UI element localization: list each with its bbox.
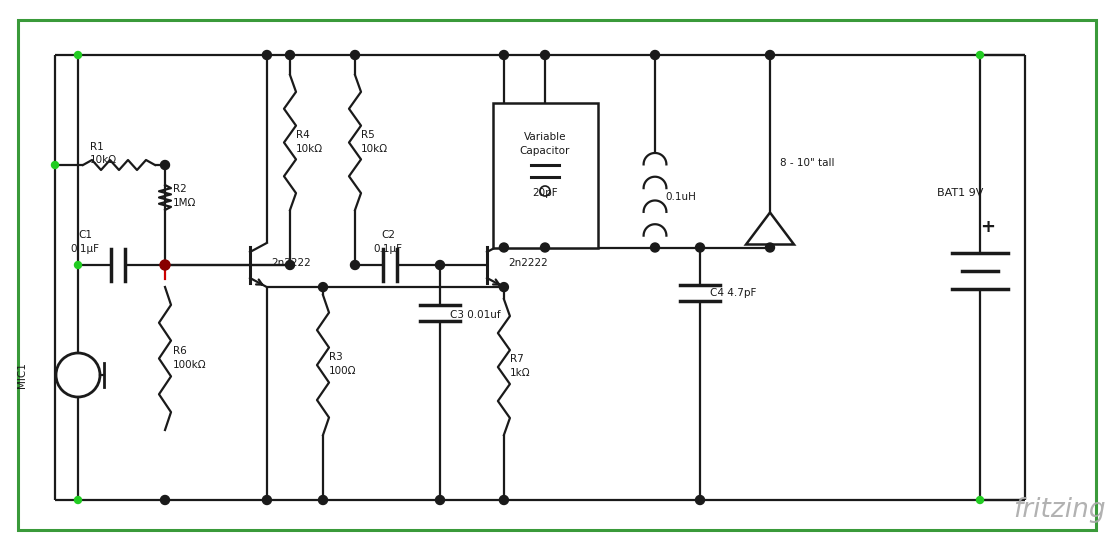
- Circle shape: [162, 261, 168, 269]
- Circle shape: [436, 260, 444, 269]
- Text: R2: R2: [173, 184, 187, 194]
- Circle shape: [766, 52, 773, 59]
- Text: 0.1μF: 0.1μF: [70, 244, 99, 254]
- Text: C4 4.7pF: C4 4.7pF: [710, 288, 756, 297]
- Circle shape: [320, 284, 326, 291]
- Circle shape: [436, 495, 444, 505]
- Circle shape: [285, 260, 294, 269]
- Circle shape: [765, 243, 774, 252]
- Text: 10kΩ: 10kΩ: [296, 143, 323, 153]
- Circle shape: [263, 52, 271, 59]
- Text: 1MΩ: 1MΩ: [173, 198, 196, 208]
- Circle shape: [263, 50, 272, 59]
- Circle shape: [160, 260, 170, 270]
- Circle shape: [319, 495, 328, 505]
- Circle shape: [437, 261, 443, 269]
- Circle shape: [75, 52, 81, 59]
- Circle shape: [977, 496, 984, 504]
- Circle shape: [319, 283, 328, 291]
- Text: Variable: Variable: [524, 132, 566, 142]
- Text: BAT1 9V: BAT1 9V: [937, 187, 984, 197]
- Circle shape: [977, 52, 984, 59]
- Text: C1: C1: [78, 230, 92, 240]
- Circle shape: [263, 495, 272, 505]
- Circle shape: [352, 52, 359, 59]
- Circle shape: [541, 244, 548, 251]
- Circle shape: [766, 244, 773, 251]
- Circle shape: [160, 495, 169, 505]
- Text: 2n2222: 2n2222: [508, 258, 548, 268]
- Text: 1kΩ: 1kΩ: [510, 368, 530, 378]
- Text: fritzing: fritzing: [1014, 497, 1106, 523]
- Circle shape: [696, 244, 704, 251]
- Circle shape: [540, 50, 549, 59]
- Circle shape: [651, 50, 659, 59]
- Text: +: +: [980, 218, 996, 237]
- Circle shape: [499, 283, 508, 291]
- Circle shape: [285, 50, 294, 59]
- Circle shape: [500, 244, 507, 251]
- Circle shape: [75, 261, 81, 269]
- Text: Capacitor: Capacitor: [520, 146, 570, 156]
- Circle shape: [765, 50, 774, 59]
- Text: 8 - 10" tall: 8 - 10" tall: [780, 157, 834, 167]
- Circle shape: [352, 261, 359, 269]
- Circle shape: [541, 52, 548, 59]
- Text: R3: R3: [329, 352, 343, 362]
- Text: 20pF: 20pF: [532, 188, 558, 198]
- Circle shape: [351, 50, 360, 59]
- Text: R1: R1: [90, 142, 104, 152]
- Text: MIC1: MIC1: [17, 362, 27, 388]
- Text: 2n2222: 2n2222: [271, 258, 311, 268]
- Circle shape: [651, 243, 659, 252]
- Circle shape: [437, 496, 443, 504]
- Text: R6: R6: [173, 346, 187, 356]
- Text: 10kΩ: 10kΩ: [361, 143, 388, 153]
- Circle shape: [75, 496, 81, 504]
- Circle shape: [500, 284, 507, 291]
- Text: 100Ω: 100Ω: [329, 366, 356, 376]
- Text: 0.1uH: 0.1uH: [665, 192, 696, 203]
- Circle shape: [286, 261, 293, 269]
- Circle shape: [499, 50, 508, 59]
- Circle shape: [286, 52, 293, 59]
- Text: C3 0.01uf: C3 0.01uf: [450, 310, 500, 320]
- Circle shape: [160, 161, 169, 170]
- Circle shape: [500, 496, 507, 504]
- Text: R7: R7: [510, 354, 524, 364]
- Text: C2: C2: [381, 230, 395, 240]
- Text: 10kΩ: 10kΩ: [90, 155, 117, 165]
- Text: R4: R4: [296, 130, 310, 140]
- Circle shape: [695, 243, 704, 252]
- Circle shape: [652, 52, 658, 59]
- Circle shape: [499, 495, 508, 505]
- Text: 0.1μF: 0.1μF: [373, 244, 402, 254]
- Circle shape: [51, 162, 59, 168]
- Circle shape: [652, 244, 658, 251]
- Circle shape: [500, 52, 507, 59]
- Text: R5: R5: [361, 130, 374, 140]
- Circle shape: [351, 260, 360, 269]
- Circle shape: [540, 243, 549, 252]
- Circle shape: [695, 495, 704, 505]
- Text: 100kΩ: 100kΩ: [173, 360, 206, 370]
- Circle shape: [499, 243, 508, 252]
- Polygon shape: [746, 213, 794, 244]
- FancyBboxPatch shape: [492, 102, 597, 248]
